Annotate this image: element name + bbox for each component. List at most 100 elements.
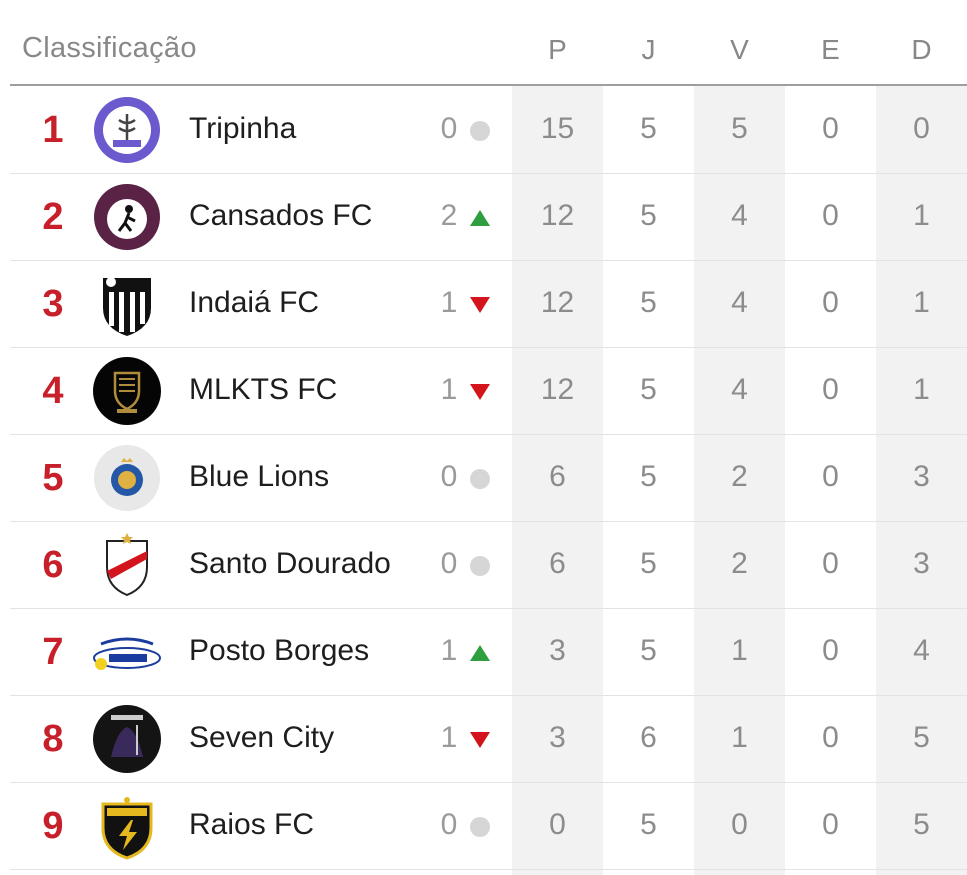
stat-points: 3 <box>549 634 566 667</box>
table-row[interactable]: 2 Cansados FC 2 12 5 4 0 1 <box>0 174 967 261</box>
stat-wins: 4 <box>731 286 748 319</box>
team-name[interactable]: Indaiá FC <box>189 286 320 319</box>
table-row[interactable]: 3 Indaiá FC 1 12 5 4 0 1 <box>0 261 967 348</box>
stat-points: 12 <box>540 373 575 406</box>
stat-points: 6 <box>549 460 566 493</box>
row-divider <box>10 173 967 174</box>
stat-losses: 3 <box>913 460 930 493</box>
position-change: 0 <box>440 547 458 580</box>
stat-wins: 1 <box>731 721 748 754</box>
row-divider <box>10 869 967 870</box>
table-row[interactable]: 5 Blue Lions 0 6 5 2 0 3 <box>0 435 967 522</box>
stat-losses: 1 <box>913 286 930 319</box>
stat-points: 12 <box>540 199 575 232</box>
team-name[interactable]: MLKTS FC <box>189 373 338 406</box>
stat-wins: 2 <box>731 460 748 493</box>
position-change: 2 <box>440 199 458 232</box>
stat-draws: 0 <box>822 199 839 232</box>
trend-down-icon <box>469 729 491 751</box>
stat-losses: 1 <box>913 373 930 406</box>
trend-down-icon <box>469 381 491 403</box>
position-change: 0 <box>440 112 458 145</box>
losses-column-shade <box>876 86 967 875</box>
position-change: 1 <box>440 634 458 667</box>
column-header-points[interactable]: P <box>548 34 567 65</box>
stat-losses: 3 <box>913 547 930 580</box>
position-change: 0 <box>440 460 458 493</box>
team-crest-icon <box>93 444 161 512</box>
header-divider <box>10 84 967 86</box>
stat-wins: 4 <box>731 373 748 406</box>
stat-draws: 0 <box>822 547 839 580</box>
stat-draws: 0 <box>822 112 839 145</box>
column-header-draws[interactable]: E <box>821 34 840 65</box>
team-name[interactable]: Santo Dourado <box>189 547 391 580</box>
stat-games: 5 <box>640 286 657 319</box>
stat-losses: 1 <box>913 199 930 232</box>
stat-games: 5 <box>640 199 657 232</box>
column-header-games[interactable]: J <box>641 34 656 65</box>
table-row[interactable]: 6 Santo Dourado 0 6 5 2 0 3 <box>0 522 967 609</box>
stat-losses: 0 <box>913 112 930 145</box>
stat-points: 15 <box>540 112 575 145</box>
points-column-shade <box>512 86 603 875</box>
position-number: 9 <box>42 805 64 847</box>
stat-wins: 1 <box>731 634 748 667</box>
table-row[interactable]: 4 MLKTS FC 1 12 5 4 0 1 <box>0 348 967 435</box>
stat-wins: 4 <box>731 199 748 232</box>
team-crest-icon <box>93 618 161 686</box>
column-header-losses[interactable]: D <box>911 34 932 65</box>
table-row[interactable]: 7 Posto Borges 1 3 5 1 0 4 <box>0 609 967 696</box>
trend-down-icon <box>469 294 491 316</box>
stat-games: 5 <box>640 373 657 406</box>
row-divider <box>10 434 967 435</box>
position-number: 4 <box>42 370 64 412</box>
position-change: 1 <box>440 721 458 754</box>
stat-games: 5 <box>640 460 657 493</box>
table-header: Classificação P J V E D <box>0 0 967 86</box>
stat-losses: 5 <box>913 721 930 754</box>
team-name[interactable]: Cansados FC <box>189 199 373 232</box>
position-number: 8 <box>42 718 64 760</box>
team-name[interactable]: Blue Lions <box>189 460 330 493</box>
team-crest-icon <box>93 705 161 773</box>
stat-wins: 2 <box>731 547 748 580</box>
team-name[interactable]: Tripinha <box>189 112 297 145</box>
position-number: 1 <box>42 109 64 151</box>
team-name[interactable]: Posto Borges <box>189 634 370 667</box>
stat-games: 5 <box>640 808 657 841</box>
stat-losses: 5 <box>913 808 930 841</box>
row-divider <box>10 782 967 783</box>
position-change: 1 <box>440 373 458 406</box>
stat-games: 5 <box>640 547 657 580</box>
team-crest-icon <box>93 357 161 425</box>
stat-points: 12 <box>540 286 575 319</box>
position-number: 5 <box>42 457 64 499</box>
row-divider <box>10 521 967 522</box>
team-name[interactable]: Raios FC <box>189 808 315 841</box>
trend-same-icon <box>469 816 491 838</box>
stat-games: 6 <box>640 721 657 754</box>
table-row[interactable]: 9 Raios FC 0 0 5 0 0 5 <box>0 783 967 870</box>
stat-draws: 0 <box>822 286 839 319</box>
stat-wins: 0 <box>731 808 748 841</box>
trend-same-icon <box>469 120 491 142</box>
stat-points: 0 <box>549 808 566 841</box>
position-number: 7 <box>42 631 64 673</box>
table-title: Classificação <box>22 32 197 64</box>
column-header-wins[interactable]: V <box>730 34 749 65</box>
table-row[interactable]: 1 Tripinha 0 15 5 5 0 0 <box>0 87 967 174</box>
stat-games: 5 <box>640 634 657 667</box>
position-number: 2 <box>42 196 64 238</box>
position-number: 3 <box>42 283 64 325</box>
wins-column-shade <box>694 86 785 875</box>
stat-wins: 5 <box>731 112 748 145</box>
trend-up-icon <box>469 207 491 229</box>
stat-losses: 4 <box>913 634 930 667</box>
table-row[interactable]: 8 Seven City 1 3 6 1 0 5 <box>0 696 967 783</box>
team-crest-icon <box>93 270 161 338</box>
stat-draws: 0 <box>822 721 839 754</box>
position-number: 6 <box>42 544 64 586</box>
team-name[interactable]: Seven City <box>189 721 335 754</box>
